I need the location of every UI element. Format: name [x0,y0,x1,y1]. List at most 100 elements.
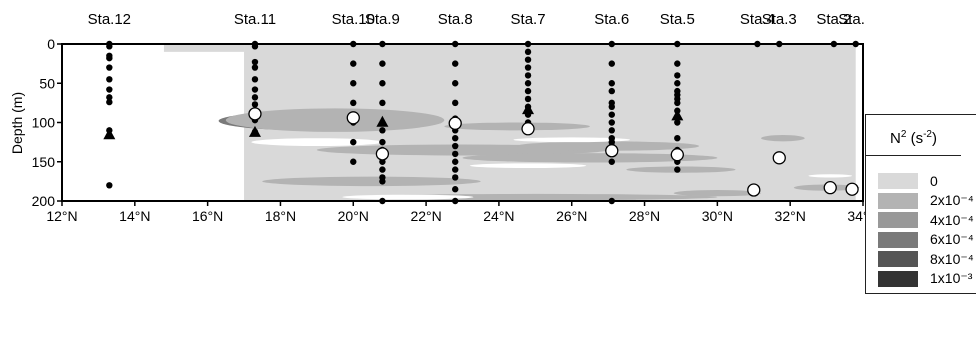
station-label: Sta.1 [838,11,865,28]
sample-point [452,142,459,150]
field-patch-19 [808,174,853,178]
station-label: Sta.10 [332,11,375,28]
sample-point [608,103,615,111]
open-circle-marker [605,144,619,158]
y-tick-label: 0 [47,36,55,52]
sample-point [350,99,357,107]
station-label: Sta.12 [88,11,131,28]
sample-point [251,101,259,108]
sample-point [379,40,386,48]
x-tick-label: 18°N [265,208,296,224]
sample-point [452,40,459,48]
sample-point [106,76,113,83]
field-patch-7 [462,153,718,163]
sample-point [608,80,615,87]
sample-point [452,99,459,107]
triangle-marker [103,128,116,140]
sample-point [106,54,113,62]
y-axis-label: Depth (m) [9,92,25,154]
legend-swatch [878,212,918,228]
sample-point [251,86,259,93]
sample-point [251,76,259,83]
sample-point [524,87,532,95]
field-patch-15 [251,138,383,147]
open-circle-marker [448,116,462,130]
legend-swatch [878,251,918,267]
field-patch-18 [342,194,474,200]
field-patch-4 [225,108,445,132]
legend-swatch [878,270,918,287]
sample-point [379,178,386,185]
x-tick-label: 28°N [629,208,660,224]
x-tick-label: 34°N [847,208,865,224]
x-tick-label: 22°N [410,208,441,224]
open-circle-marker [823,181,837,195]
legend-item: 1x10⁻³ [878,270,972,287]
sample-point [379,138,386,146]
legend-swatch [878,231,918,248]
legend-label: 4x10⁻⁴ [930,211,974,228]
legend-label: 0 [930,173,938,189]
station-label: Sta.4 [740,11,775,28]
x-tick-label: 12°N [46,208,77,224]
legend-label: 2x10⁻⁴ [930,192,974,208]
triangle-marker [522,103,535,115]
sample-point [379,60,386,67]
sample-point [608,87,615,95]
sample-point [830,40,838,48]
sample-point [674,60,681,67]
sample-point [524,72,532,79]
sample-point [452,150,459,158]
station-label: Sta.9 [365,11,400,28]
sample-point [106,86,113,93]
sample-point [608,127,615,134]
y-tick-label: 150 [32,154,56,170]
open-circle-marker [521,122,535,136]
sample-point [524,40,532,48]
legend-item: 6x10⁻⁴ [878,231,974,248]
sample-point [251,64,259,71]
sample-point [674,135,681,142]
legend-label: 6x10⁻⁴ [930,231,974,247]
sample-point [379,197,386,205]
station-label: Sta.3 [762,11,797,28]
x-tick-label: 16°N [192,208,223,224]
field-patch-12 [673,190,762,197]
station-label: Sta.2 [816,11,851,28]
sample-point [674,72,681,79]
field-patch-11 [761,135,805,142]
station-label: Sta.11 [234,11,276,28]
sample-point [524,80,532,87]
sample-point [674,80,681,87]
open-circle-marker [346,111,360,125]
triangle-marker [376,115,389,127]
sample-point [524,64,532,71]
legend: N2 (s-2) 0 2x10⁻⁴ 4x10⁻⁴ 6x10⁻⁴ 8x10⁻⁴ 1x10⁻³ [865,114,976,294]
sample-point [524,95,532,103]
x-tick-label: 20°N [338,208,369,224]
field-patch-16 [513,137,630,143]
legend-item: 8x10⁻⁴ [878,251,974,267]
open-circle-marker [248,107,262,121]
legend-swatch [878,192,918,209]
sample-point [106,98,113,106]
legend-swatch [878,173,918,189]
sample-point [608,119,615,126]
station-label: Sta.6 [594,11,629,28]
x-tick-label: 32°N [775,208,806,224]
sample-point [452,158,459,165]
sample-point [754,40,761,48]
triangle-marker [671,109,684,121]
open-circle-marker [845,182,859,196]
sample-point [106,64,113,71]
open-circle-marker [772,151,786,165]
legend-label: 8x10⁻⁴ [930,250,974,267]
sample-point [776,40,783,48]
sample-point [608,111,615,118]
sample-point [524,56,532,63]
x-tick-label: 24°N [483,208,514,224]
triangle-marker [248,125,261,137]
open-circle-marker [747,183,761,197]
sample-point [452,174,459,181]
